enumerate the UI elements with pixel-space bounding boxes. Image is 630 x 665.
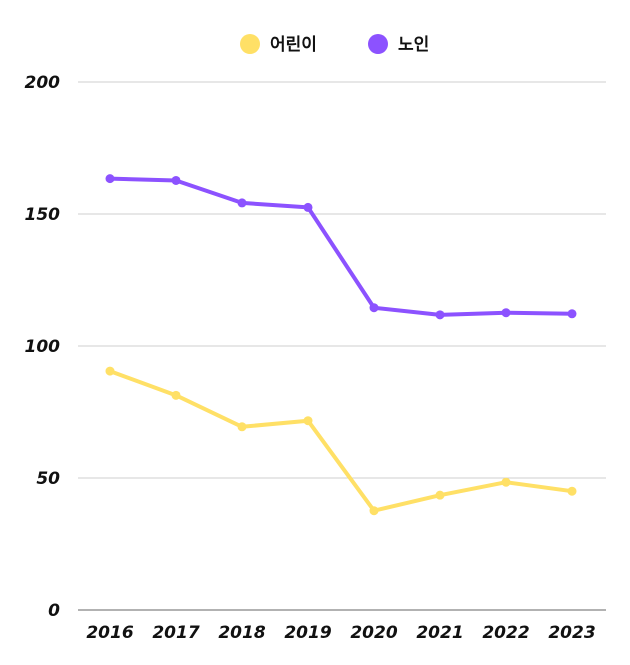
data-point <box>303 202 313 212</box>
x-tick-label: 2017 <box>152 623 199 643</box>
data-point <box>369 506 379 516</box>
x-tick-label: 2021 <box>416 623 463 643</box>
gridlines <box>78 81 606 611</box>
y-tick-label: 100 <box>25 337 61 357</box>
data-point <box>237 422 247 432</box>
series-seniors <box>105 174 577 320</box>
x-tick-label: 2020 <box>350 623 397 643</box>
data-point <box>369 303 379 313</box>
y-tick-label: 150 <box>25 205 61 225</box>
series-line <box>108 176 574 317</box>
legend-marker-seniors <box>368 34 388 54</box>
legend-label-seniors: 노인 <box>398 35 429 55</box>
x-axis: 2016 2017 2018 2019 2020 2021 2022 2023 <box>86 623 595 643</box>
data-point <box>171 390 181 400</box>
data-point <box>435 490 445 500</box>
x-tick-label: 2022 <box>482 623 529 643</box>
series-layer <box>105 174 577 516</box>
legend-marker-children <box>240 34 260 54</box>
data-point <box>237 198 247 208</box>
series-line <box>108 369 574 513</box>
data-point <box>567 486 577 496</box>
series-children <box>105 366 577 516</box>
data-point <box>303 416 313 426</box>
x-tick-label: 2016 <box>86 623 133 643</box>
data-point <box>105 174 115 184</box>
x-tick-label: 2019 <box>284 623 331 643</box>
x-tick-label: 2023 <box>548 623 595 643</box>
data-point <box>171 175 181 185</box>
data-point <box>567 309 577 319</box>
y-axis: 0 50 100 150 200 <box>25 73 61 621</box>
data-point <box>105 366 115 376</box>
data-point <box>435 310 445 320</box>
legend: 어린이 노인 <box>240 34 429 55</box>
data-point <box>501 477 511 487</box>
x-tick-label: 2018 <box>218 623 265 643</box>
y-tick-label: 0 <box>48 601 60 621</box>
legend-label-children: 어린이 <box>270 35 317 55</box>
y-tick-label: 200 <box>25 73 61 93</box>
y-tick-label: 50 <box>36 469 60 489</box>
data-point <box>501 308 511 318</box>
